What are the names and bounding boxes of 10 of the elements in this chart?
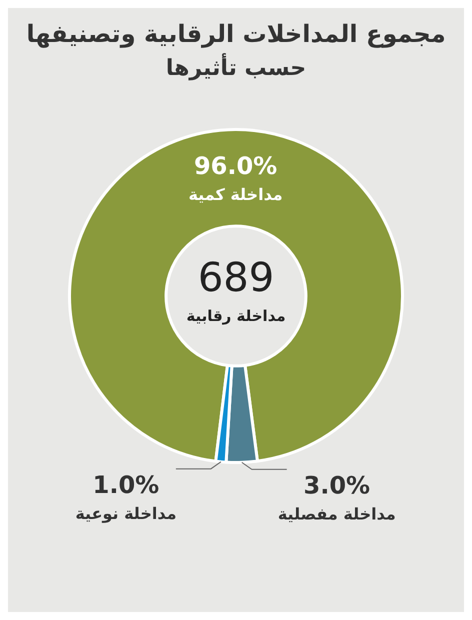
text: 689: [198, 255, 274, 301]
chart-title: مجموع المداخلات الرقابية وتصنيفها: [25, 19, 447, 48]
data-label: 1.0%: [92, 470, 160, 499]
data-label: 3.0%: [304, 471, 370, 500]
slice-label: مداخلة كمية: [188, 184, 283, 204]
data-label: 96.0%: [194, 152, 278, 180]
text: مداخلة رقابية: [186, 307, 286, 325]
slice-label: مداخلة نوعية: [75, 504, 176, 523]
slice-label: مداخلة مفصلية: [278, 504, 396, 524]
chart-subtitle: حسب تأثيرها: [164, 52, 308, 81]
